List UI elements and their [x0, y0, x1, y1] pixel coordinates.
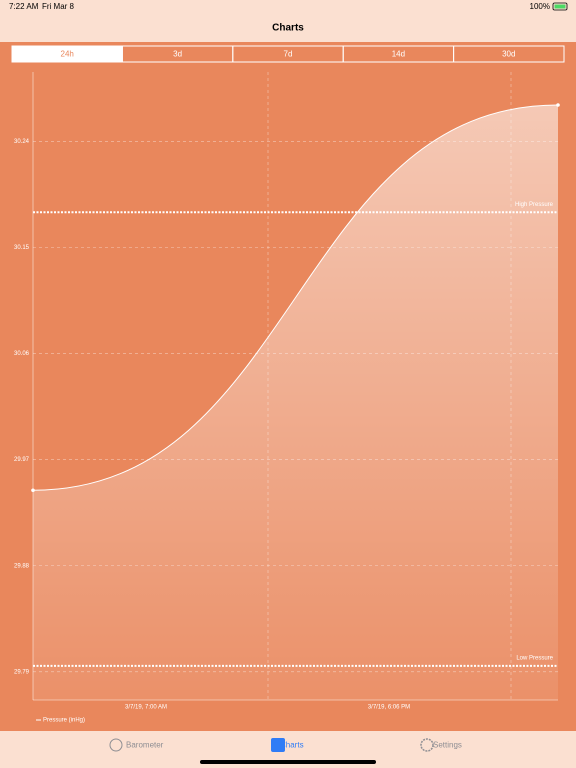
- segment-label[interactable]: 24h: [61, 50, 74, 59]
- tab-label[interactable]: Settings: [433, 741, 462, 750]
- nav-title: Charts: [272, 23, 304, 34]
- threshold-label: Low Pressure: [516, 655, 553, 661]
- tab-icon[interactable]: [420, 738, 434, 752]
- tab-items: Barometer Charts Settings: [109, 738, 462, 752]
- battery-level: [554, 4, 566, 9]
- tab-label[interactable]: Barometer: [126, 741, 164, 750]
- y-tick-label: 30.06: [14, 351, 30, 357]
- legend-label: Pressure (inHg): [43, 718, 85, 724]
- segment-label[interactable]: 7d: [284, 50, 293, 59]
- y-tick-label: 30.24: [14, 139, 30, 145]
- segment[interactable]: [453, 45, 565, 63]
- y-tick-label: 29.88: [14, 563, 30, 569]
- threshold-label: High Pressure: [515, 202, 554, 208]
- segment-label[interactable]: 14d: [392, 50, 405, 59]
- battery-icon: [552, 2, 568, 11]
- segment-label[interactable]: 30d: [502, 50, 515, 59]
- status-battery: 100%: [530, 2, 550, 11]
- y-tick-label: 30.15: [14, 245, 30, 251]
- tab-icon[interactable]: [109, 738, 123, 752]
- y-tick-label: 29.79: [14, 669, 30, 675]
- nav-bar: [0, 0, 576, 42]
- x-tick-label: 3/7/19, 6:06 PM: [368, 705, 410, 711]
- area: [33, 104, 558, 701]
- segmented-control: 24h 3d 7d 14d 30d: [11, 45, 565, 63]
- y-tick-label: 29.97: [14, 457, 30, 463]
- tab-label[interactable]: Charts: [280, 741, 304, 750]
- line: [32, 104, 559, 491]
- chart: 29.79 29.88 29.97 30.06 30.15 30.24 3/7/19, 7:…: [14, 72, 560, 724]
- x-tick-label: 3/7/19, 7:00 AM: [125, 705, 167, 711]
- point: [31, 488, 35, 493]
- tab-icon[interactable]: [271, 738, 285, 752]
- status-date: Fri Mar 8: [42, 2, 75, 11]
- point: [556, 103, 560, 107]
- status-time: 7:22 AM: [9, 2, 39, 11]
- segment-label[interactable]: 3d: [173, 50, 182, 59]
- home-indicator: [200, 760, 376, 764]
